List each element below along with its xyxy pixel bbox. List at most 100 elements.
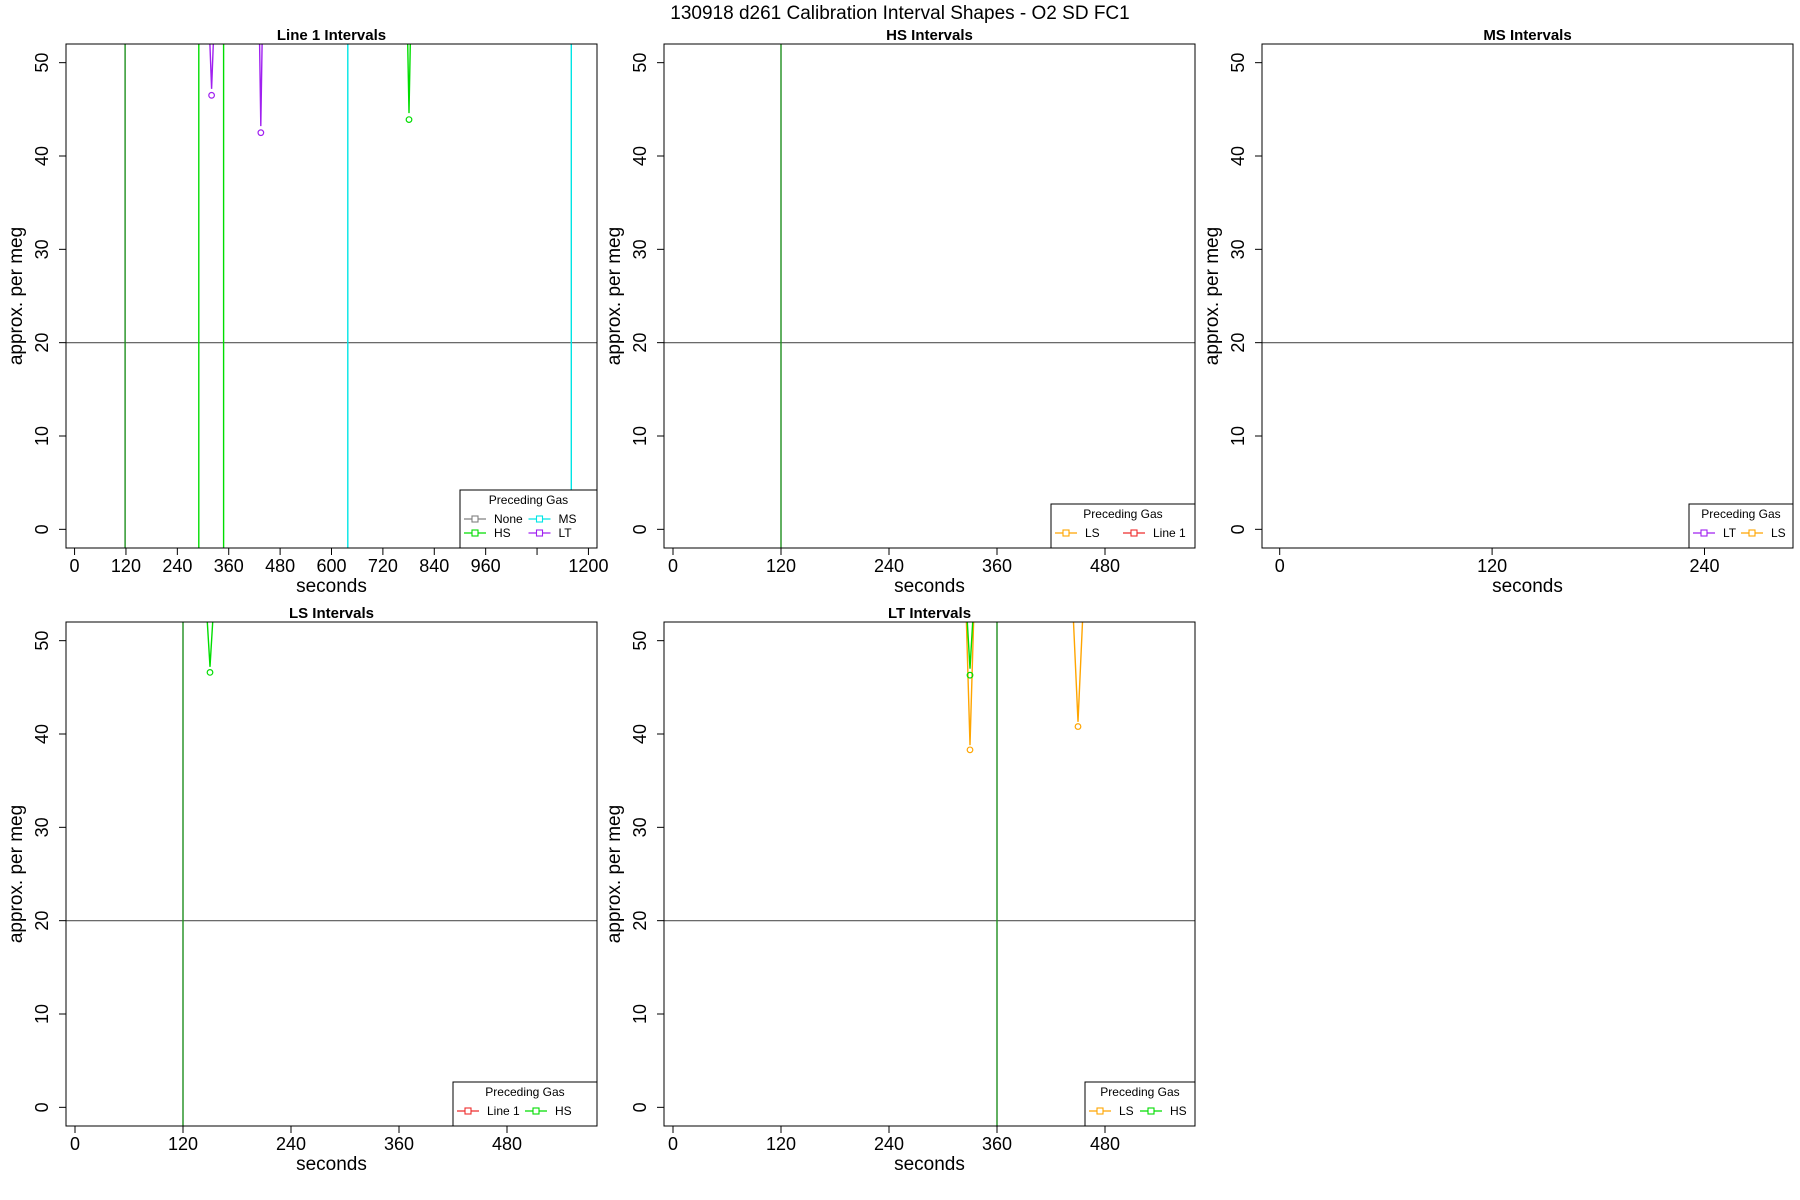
legend-entry: None [464,512,523,526]
x-axis-label: seconds [296,576,367,597]
series-line [965,622,975,746]
series-line [206,622,214,667]
legend-label: HS [1170,1104,1187,1118]
legend-swatch-marker [471,515,479,523]
x-tick-label: 360 [982,556,1012,576]
x-tick-label: 960 [471,556,501,576]
x-axis-label: seconds [894,1154,965,1175]
y-tick-label: 20 [1228,333,1248,353]
legend-title: Preceding Gas [1701,507,1780,521]
legend-swatch-marker [471,529,479,537]
legend-label: LS [1119,1104,1134,1118]
legend-label: LS [1085,526,1100,540]
x-tick-label: 120 [766,556,796,576]
legend-swatch-marker [1748,529,1756,537]
y-tick-label: 50 [630,53,650,73]
legend-title: Preceding Gas [1100,1085,1179,1099]
legend-entry: HS [464,526,511,540]
x-tick-label: 240 [874,556,904,576]
x-tick-label: 600 [316,556,346,576]
y-tick-label: 50 [1228,53,1248,73]
y-tick-label: 10 [32,426,52,446]
x-tick-label: 240 [276,1134,306,1154]
legend-swatch-marker [1147,1107,1155,1115]
data-point [257,129,265,137]
y-tick-label: 20 [32,333,52,353]
y-tick-label: 0 [32,1102,52,1112]
legend-label: HS [494,526,511,540]
legend-label: Line 1 [1153,526,1186,540]
legend-entry: HS [525,1104,572,1118]
y-axis-label: approx. per meg [604,805,625,943]
y-axis: 0 10 20 30 40 50 approx. per meg [1202,53,1263,534]
data-point [405,116,413,123]
legend-label: HS [555,1104,572,1118]
series-line [966,622,974,669]
data-point [208,91,215,99]
y-tick-label: 30 [630,817,650,837]
legend-entry: LT [528,526,572,540]
y-axis: 0 10 20 30 40 50 approx. per meg [604,631,665,1112]
legend-swatch-marker [535,515,544,523]
legend: Preceding Gas LT LS [1688,503,1794,549]
legend-label: LT [1723,526,1737,540]
plot-frame [1261,43,1794,549]
x-axis: 0 120 240 seconds [1275,547,1720,597]
legend-swatch-marker [1096,1107,1104,1115]
plot-area [66,622,597,1126]
data-point [206,669,214,676]
x-tick-label: 120 [111,556,141,576]
y-axis: 0 10 20 30 40 50 approx. per meg [604,53,665,534]
y-tick-label: 0 [32,524,52,534]
y-tick-label: 10 [1228,426,1248,446]
y-axis: 0 10 20 30 40 50 approx. per meg [6,631,67,1112]
y-tick-label: 50 [32,631,52,651]
y-tick-label: 10 [630,1004,650,1024]
y-tick-label: 0 [630,1102,650,1112]
data-point [966,746,974,754]
legend: Preceding Gas LS HS [1084,1081,1196,1127]
legend-swatch-marker [1700,529,1708,537]
legend: Preceding Gas Line 1 HS [452,1081,598,1127]
legend-label: MS [559,512,577,526]
x-tick-label: 360 [982,1134,1012,1154]
data-point [1074,723,1082,730]
legend-swatch-marker [535,529,544,537]
y-tick-label: 30 [1228,239,1248,259]
y-tick-label: 10 [630,426,650,446]
series-line [1072,622,1084,722]
legend-box [1050,503,1196,549]
x-tick-label: 480 [1090,1134,1120,1154]
y-tick-label: 40 [1228,146,1248,166]
data-point [966,671,974,679]
x-tick-label: 0 [668,1134,678,1154]
legend-box [452,1081,598,1127]
x-tick-label: 120 [168,1134,198,1154]
y-tick-label: 50 [630,631,650,651]
y-axis-label: approx. per meg [6,227,27,365]
x-tick-label: 480 [492,1134,522,1154]
y-tick-label: 30 [630,239,650,259]
panel-3: MS Intervals 0 120 240 seconds 0 10 20 30 40 50 app… [1202,27,1794,597]
y-tick-label: 20 [32,911,52,931]
plot-frame [65,43,598,549]
legend: Preceding Gas None MS HS LT [459,489,598,549]
series-line [209,44,214,89]
panel-1: Line 1 Intervals 0 120 240 360 480 600 720 840 96… [6,27,608,597]
plot-frame [65,621,598,1127]
legend-swatch-marker [1130,529,1138,537]
plot-frame [663,621,1196,1127]
y-tick-label: 20 [630,911,650,931]
x-tick-label: 480 [1090,556,1120,576]
x-axis-label: seconds [894,576,965,597]
figure-suptitle: 130918 d261 Calibration Interval Shapes … [670,3,1129,24]
y-tick-label: 30 [32,817,52,837]
y-axis-label: approx. per meg [1202,227,1223,365]
x-tick-label: 720 [368,556,398,576]
plot-area [66,44,597,548]
panel-title: Line 1 Intervals [277,27,386,44]
x-axis: 0 120 240 360 480 seconds [70,1125,522,1175]
panel-4: LS Intervals 0 120 240 360 480 seconds 0 10 20 30 4… [6,605,598,1175]
x-tick-label: 240 [1689,556,1719,576]
legend-title: Preceding Gas [489,493,568,507]
